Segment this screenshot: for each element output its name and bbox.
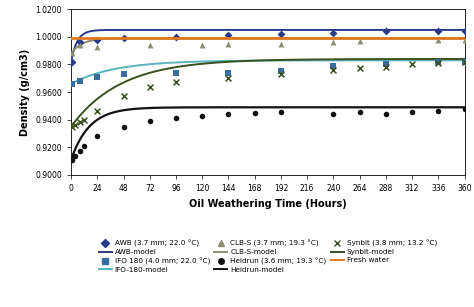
Point	[356, 110, 364, 115]
Point	[68, 124, 76, 129]
Point	[382, 111, 390, 116]
Point	[93, 37, 101, 42]
Point	[81, 144, 88, 149]
Point	[277, 72, 285, 77]
Point	[461, 37, 468, 42]
Point	[68, 81, 76, 86]
Point	[277, 32, 285, 37]
Point	[356, 39, 364, 44]
Point	[76, 40, 83, 45]
Point	[435, 29, 442, 34]
Point	[68, 59, 76, 64]
Point	[146, 119, 154, 124]
Point	[172, 80, 180, 85]
Point	[93, 75, 101, 80]
Point	[76, 120, 83, 125]
Point	[277, 41, 285, 46]
Point	[199, 43, 206, 48]
Point	[461, 28, 468, 33]
Y-axis label: Density (g/cm3): Density (g/cm3)	[20, 49, 30, 136]
Point	[225, 76, 232, 81]
Point	[81, 117, 88, 122]
Point	[408, 62, 416, 67]
Point	[120, 72, 128, 77]
Point	[225, 70, 232, 75]
Point	[76, 79, 83, 84]
Point	[382, 29, 390, 34]
Point	[120, 36, 128, 41]
Point	[251, 111, 258, 115]
Point	[329, 40, 337, 45]
Point	[76, 148, 83, 153]
Point	[435, 61, 442, 66]
Point	[120, 94, 128, 99]
Point	[120, 125, 128, 130]
Point	[93, 134, 101, 139]
Point	[329, 30, 337, 35]
Point	[382, 62, 390, 67]
Point	[93, 44, 101, 49]
Point	[76, 43, 83, 48]
X-axis label: Oil Weathering Time (Hours): Oil Weathering Time (Hours)	[189, 199, 346, 208]
Point	[329, 64, 337, 68]
Point	[356, 65, 364, 70]
Point	[172, 34, 180, 39]
Point	[329, 68, 337, 72]
Point	[382, 64, 390, 69]
Point	[435, 60, 442, 65]
Point	[277, 110, 285, 115]
Point	[146, 43, 154, 48]
Point	[146, 84, 154, 89]
Point	[225, 112, 232, 117]
Point	[277, 69, 285, 74]
Point	[93, 109, 101, 114]
Point	[435, 38, 442, 43]
Point	[68, 157, 76, 162]
Point	[435, 108, 442, 113]
Point	[461, 59, 468, 64]
Point	[172, 70, 180, 75]
Point	[225, 41, 232, 46]
Point	[68, 51, 76, 56]
Point	[225, 33, 232, 38]
Point	[72, 153, 79, 158]
Point	[408, 110, 416, 115]
Point	[461, 59, 468, 64]
Point	[461, 107, 468, 112]
Legend: AWB (3.7 mm; 22.0 °C), AWB-model, IFO 180 (4.0 mm; 22.0 °C), IFO-180-model, CLB-: AWB (3.7 mm; 22.0 °C), AWB-model, IFO 18…	[97, 238, 438, 274]
Point	[329, 111, 337, 116]
Point	[199, 113, 206, 118]
Point	[172, 115, 180, 120]
Point	[72, 123, 79, 128]
